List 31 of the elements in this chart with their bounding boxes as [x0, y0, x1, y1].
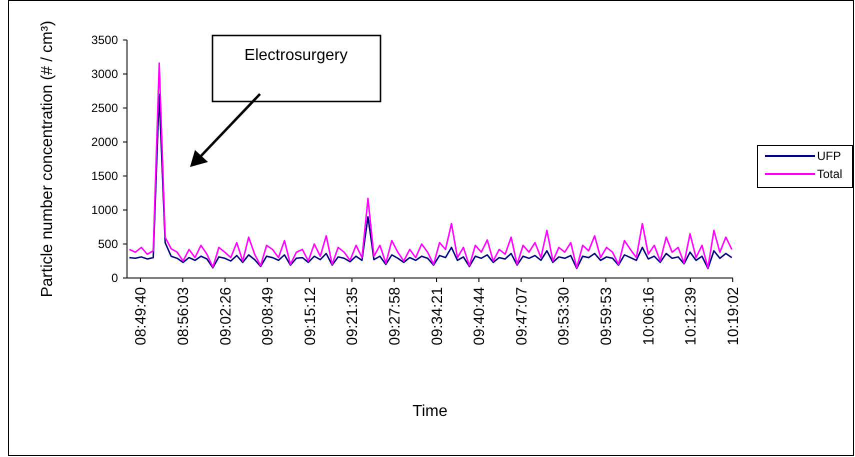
- y-tick-label: 2000: [91, 134, 118, 149]
- line-series: [128, 62, 733, 269]
- x-tick-label: 10:06:16: [640, 287, 658, 346]
- x-tick-label: 10:19:02: [724, 287, 742, 346]
- x-tick-label: 09:02:26: [217, 287, 234, 346]
- y-tick-label: 3000: [91, 66, 118, 81]
- x-tick-label: 08:49:40: [132, 287, 150, 346]
- y-tick-label: 500: [98, 236, 118, 251]
- x-tick-label: 10:12:39: [682, 287, 700, 346]
- x-tick-label: 09:59:53: [598, 287, 616, 346]
- y-tick-label: 1000: [91, 202, 118, 217]
- y-axis-title: Particle number concentration (# / cm³): [39, 20, 56, 298]
- x-tick-label: 09:08:49: [260, 287, 277, 346]
- x-tick-label: 09:53:30: [556, 287, 573, 346]
- x-tick-label: 08:56:03: [175, 287, 192, 346]
- x-tick-label: 09:15:12: [302, 287, 319, 346]
- x-tick-label: 09:21:35: [344, 287, 362, 346]
- y-tick-label: 2500: [91, 100, 118, 115]
- x-tick-label: 09:34:21: [428, 287, 446, 346]
- callout-box: Electrosurgery: [212, 34, 382, 102]
- legend-label: Total: [817, 167, 842, 182]
- y-tick-label: 3500: [91, 32, 118, 47]
- x-tick-label: 09:47:07: [513, 287, 530, 346]
- x-tick-label: 09:27:58: [386, 287, 404, 346]
- x-tick-label: 09:40:44: [471, 287, 488, 346]
- legend-label: UFP: [817, 149, 841, 164]
- annotation: Electrosurgery: [244, 47, 348, 64]
- line-series: [128, 94, 733, 270]
- y-tick-label: 1500: [91, 168, 118, 183]
- x-axis-title: Time: [412, 403, 448, 420]
- y-tick-label: 0: [111, 270, 118, 285]
